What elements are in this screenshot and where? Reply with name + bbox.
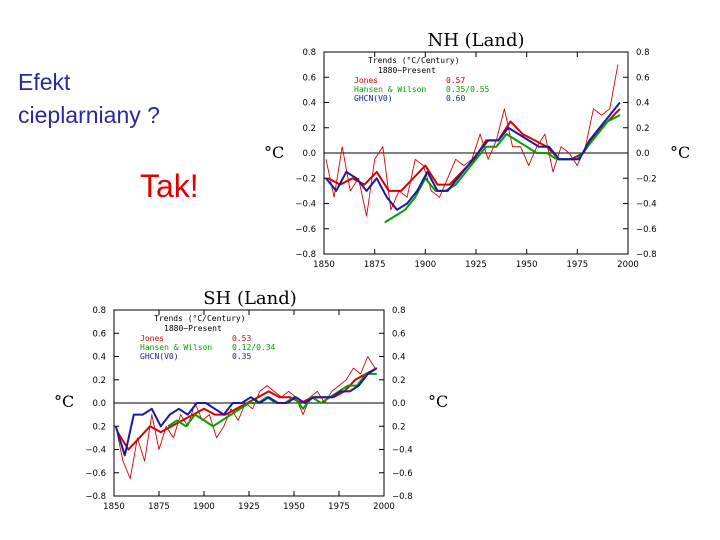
y-tick-label-left: 0.2 bbox=[92, 376, 106, 386]
y-tick-label-right: 0.4 bbox=[636, 99, 650, 109]
y-unit-label-right: °C bbox=[670, 143, 690, 162]
x-tick-label: 1850 bbox=[103, 502, 125, 512]
legend-subheader: 1880−Present bbox=[164, 324, 222, 333]
y-tick-label-left: 0.8 bbox=[92, 306, 106, 316]
y-tick-label-left: 0.6 bbox=[92, 329, 106, 339]
y-tick-label-left: 0.4 bbox=[302, 99, 316, 109]
x-tick-label: 1950 bbox=[516, 260, 538, 270]
series-line-smooth bbox=[384, 114, 621, 224]
y-tick-label-right: 0.4 bbox=[392, 353, 406, 363]
y-tick-label-left: 0.0 bbox=[302, 149, 316, 159]
y-tick-label-right: 0.2 bbox=[636, 124, 650, 134]
y-tick-label-left: 0.2 bbox=[92, 422, 106, 432]
answer-text: Tak! bbox=[140, 168, 199, 204]
y-tick-label-left: −0.4 bbox=[295, 200, 316, 210]
legend-entry-name: Hansen & Wilson bbox=[140, 343, 212, 352]
y-tick-label-right: 0.8 bbox=[392, 306, 406, 316]
legend-entry-name: Jones bbox=[354, 76, 378, 85]
x-tick-label: 1850 bbox=[313, 260, 335, 270]
legend-entry-value: 0.35 bbox=[232, 352, 251, 361]
x-tick-label: 2000 bbox=[617, 260, 639, 270]
legend-entry-value: 0.12/0.34 bbox=[232, 343, 276, 352]
y-tick-label-right: −0.8 bbox=[392, 492, 413, 502]
legend-entry-value: 0.57 bbox=[446, 76, 465, 85]
chart-title: SH (Land) bbox=[203, 288, 297, 309]
y-tick-label-left: −0.8 bbox=[295, 250, 316, 260]
legend-header: Trends (°C/Century) bbox=[368, 56, 460, 65]
y-unit-label-left: °C bbox=[264, 143, 284, 162]
y-tick-label-right: −0.6 bbox=[636, 225, 657, 235]
chart-title: NH (Land) bbox=[427, 30, 524, 51]
legend-entry-name: GHCN(V0) bbox=[140, 352, 179, 361]
legend-header: Trends (°C/Century) bbox=[154, 314, 246, 323]
y-tick-label-left: 0.4 bbox=[92, 353, 106, 363]
y-tick-label-left: −0.6 bbox=[85, 469, 106, 479]
y-tick-label-left: 0.0 bbox=[92, 399, 106, 409]
x-tick-label: 2000 bbox=[373, 502, 395, 512]
legend-entry-name: Hansen & Wilson bbox=[354, 85, 426, 94]
legend-entry-value: 0.60 bbox=[446, 94, 465, 103]
sh-land-chart: SH (Land) °C °C 0.8 0.8 0.6 0.6 0.4 0.4 0.2 0.2 0.0… bbox=[54, 288, 448, 512]
series-line-smooth bbox=[325, 101, 621, 211]
y-tick-label-right: −0.4 bbox=[392, 446, 413, 456]
y-tick-label-left: −0.2 bbox=[295, 174, 316, 184]
y-tick-label-right: 0.2 bbox=[392, 376, 406, 386]
x-tick-label: 1950 bbox=[283, 502, 305, 512]
legend-entry-value: 0.53 bbox=[232, 334, 251, 343]
legend-entry-name: Jones bbox=[140, 334, 164, 343]
y-tick-label-left: −0.6 bbox=[295, 225, 316, 235]
y-tick-label-right: −0.6 bbox=[392, 469, 413, 479]
x-tick-label: 1875 bbox=[364, 260, 386, 270]
x-tick-label: 1925 bbox=[465, 260, 487, 270]
legend-entry-value: 0.35/0.55 bbox=[446, 85, 490, 94]
x-tick-label: 1925 bbox=[238, 502, 260, 512]
y-tick-label-left: −0.4 bbox=[85, 446, 106, 456]
y-tick-label-right: 0.6 bbox=[636, 73, 650, 83]
y-tick-label-right: 0.8 bbox=[636, 48, 650, 58]
y-tick-label-left: 0.2 bbox=[302, 124, 316, 134]
y-tick-label-right: −0.8 bbox=[636, 250, 657, 260]
x-tick-label: 1875 bbox=[148, 502, 170, 512]
y-tick-label-left: 0.6 bbox=[302, 73, 316, 83]
y-tick-label-right: −0.2 bbox=[636, 174, 657, 184]
legend-entry-name: GHCN(V0) bbox=[354, 94, 393, 103]
y-tick-label-right: −0.4 bbox=[636, 200, 657, 210]
y-unit-label-left: °C bbox=[54, 392, 74, 411]
y-tick-label-left: 0.8 bbox=[302, 48, 316, 58]
x-tick-label: 1975 bbox=[328, 502, 350, 512]
y-tick-label-left: −0.8 bbox=[85, 492, 106, 502]
y-tick-label-right: 0.0 bbox=[392, 399, 406, 409]
nh-land-chart: NH (Land) °C °C 0.8 0.8 0.6 0.6 0.4 0.4 0.2 0.2 0.0… bbox=[264, 30, 690, 270]
y-tick-label-right: 0.6 bbox=[392, 329, 406, 339]
legend-subheader: 1880−Present bbox=[378, 66, 436, 75]
y-unit-label-right: °C bbox=[428, 392, 448, 411]
x-tick-label: 1900 bbox=[193, 502, 215, 512]
slide-title: Efekt cieplarniany ? bbox=[18, 69, 160, 128]
x-tick-label: 1900 bbox=[415, 260, 437, 270]
series-line-annual bbox=[115, 356, 376, 480]
x-tick-label: 1975 bbox=[567, 260, 589, 270]
y-tick-label-right: 0.0 bbox=[636, 149, 650, 159]
y-tick-label-right: 0.2 bbox=[392, 422, 406, 432]
series-line-smooth bbox=[114, 367, 378, 457]
